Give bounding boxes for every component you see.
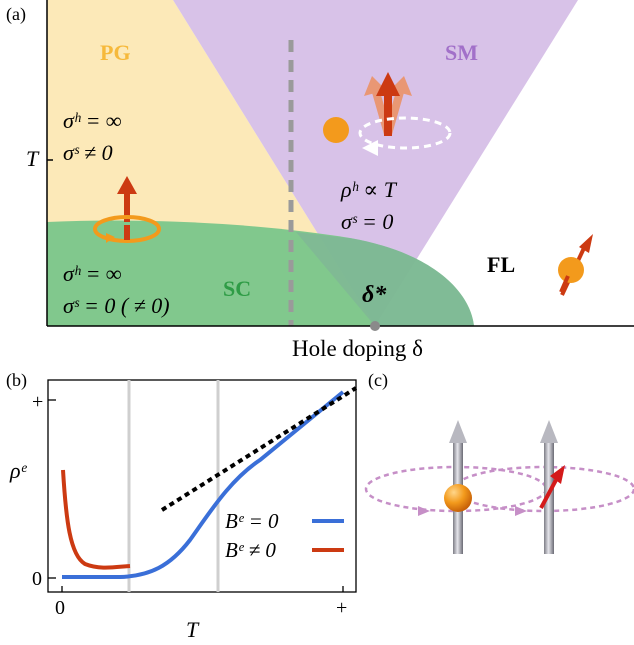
sm-label: SM: [445, 40, 478, 65]
panel-a: (a) T Hole doping δ PG SM SC FL δ* σ: [6, 0, 634, 361]
sc-label: SC: [223, 276, 251, 301]
pg-label: PG: [100, 40, 131, 65]
y-tick-top: +: [32, 391, 43, 413]
x-tick-right: +: [336, 597, 347, 619]
legend-label-nonzero: Bᵉ ≠ 0: [225, 538, 276, 562]
sc-annotation-line1: σʰ = ∞: [63, 261, 122, 286]
panel-b-y-label: ρᵉ: [9, 458, 28, 483]
sm-region: [173, 0, 578, 326]
panel-a-x-label: Hole doping δ: [292, 336, 423, 361]
panel-b-x-label: T: [186, 617, 200, 642]
panel-c-label: (c): [368, 370, 388, 391]
right-spin-rod-icon: [540, 420, 558, 554]
linear-fit-dashed-line: [160, 386, 358, 512]
panel-a-y-label: T: [26, 146, 40, 171]
panel-b-legend: Bᵉ = 0 Bᵉ ≠ 0: [225, 509, 344, 562]
curve-b-field-nonzero: [61, 469, 131, 570]
panel-a-label: (a): [6, 4, 26, 25]
sm-annotation-line1: ρʰ ∝ T: [340, 177, 398, 202]
electron-ball-icon: [444, 484, 472, 512]
critical-point-marker: [370, 321, 380, 331]
sm-spin-cluster-icon: [323, 72, 452, 156]
red-spin-arrow-icon: [539, 465, 565, 509]
fl-label: FL: [487, 252, 515, 277]
fl-spin-particle-icon: [558, 234, 593, 296]
x-tick-zero: 0: [55, 597, 65, 619]
panel-b: (b) + 0 0 + ρᵉ T Bᵉ = 0 Bᵉ ≠ 0: [6, 370, 358, 642]
panel-c: (c): [364, 370, 634, 554]
pg-annotation-line1: σʰ = ∞: [63, 108, 122, 133]
legend-label-zero: Bᵉ = 0: [225, 509, 279, 533]
pg-spin-ring-icon: [93, 176, 161, 243]
panel-b-frame: [47, 379, 357, 593]
panel-b-label: (b): [6, 370, 27, 391]
orbit-arrow-left-icon: [418, 506, 430, 516]
curve-b-field-zero: [62, 390, 345, 579]
critical-doping-label: δ*: [362, 282, 387, 308]
y-tick-zero: 0: [32, 568, 42, 590]
orbit-arrow-right-icon: [515, 506, 527, 516]
sc-annotation-line2: σˢ = 0 ( ≠ 0): [63, 293, 170, 318]
sm-annotation-line2: σˢ = 0: [341, 209, 393, 234]
pg-annotation-line2: σˢ ≠ 0: [63, 140, 113, 165]
